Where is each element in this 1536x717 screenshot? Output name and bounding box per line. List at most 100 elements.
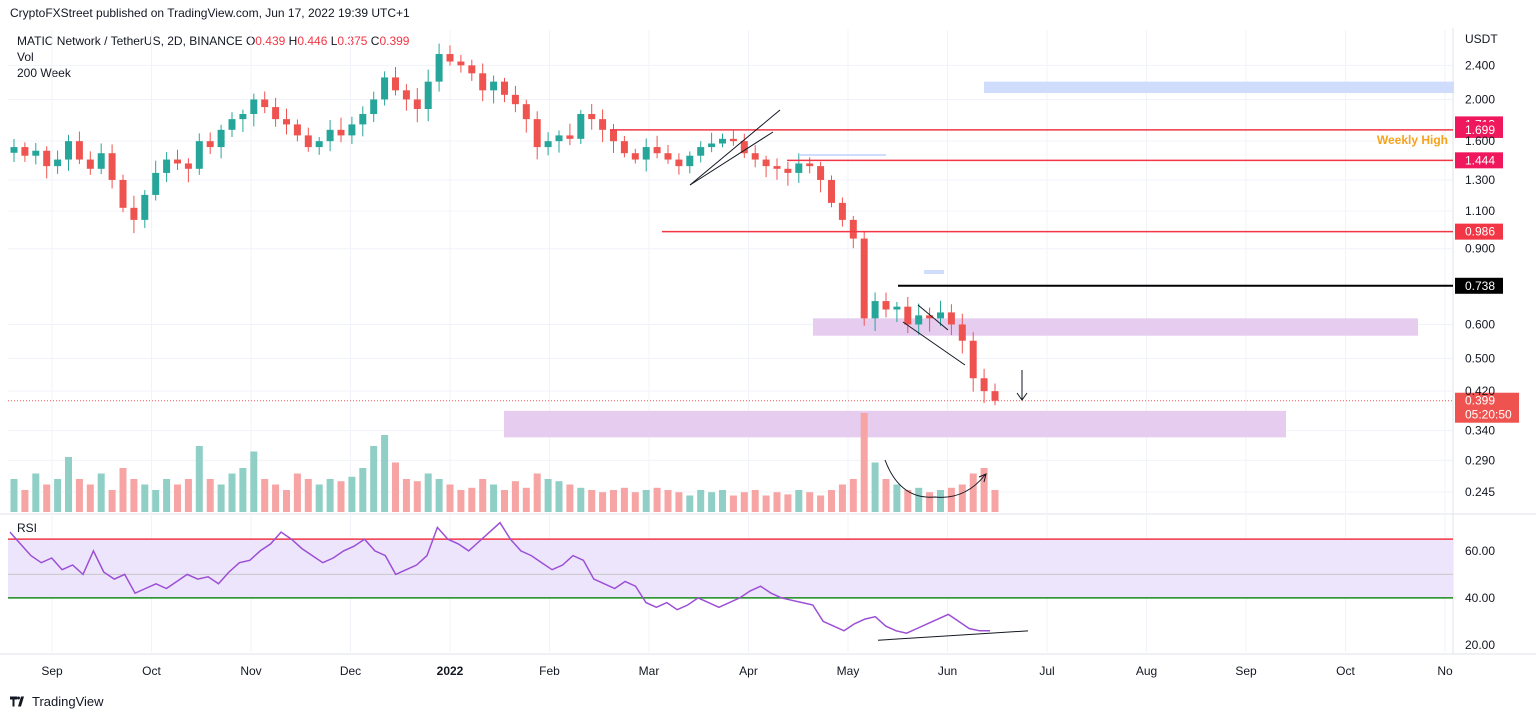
price-tick-label: 1.300 bbox=[1465, 173, 1495, 187]
candle-body bbox=[370, 99, 378, 115]
volume-bar bbox=[75, 479, 83, 512]
rsi-title[interactable]: RSI bbox=[17, 521, 38, 535]
price-tick-label: 0.290 bbox=[1465, 453, 1495, 467]
volume-bar bbox=[206, 479, 214, 512]
volume-bar bbox=[413, 481, 421, 512]
candle-body bbox=[795, 163, 803, 173]
candle-body bbox=[141, 194, 149, 220]
candle-body bbox=[348, 124, 356, 136]
candle-body bbox=[969, 340, 977, 379]
time-tick-label: May bbox=[837, 664, 860, 678]
candle-body bbox=[664, 153, 672, 160]
candle-body bbox=[501, 81, 508, 95]
volume-bar bbox=[468, 487, 476, 512]
candle-body bbox=[653, 147, 661, 154]
rsi-pane: 60.00 40.00 20.00 bbox=[8, 521, 1495, 652]
candle-body bbox=[392, 77, 399, 91]
volume-bar bbox=[838, 484, 846, 512]
volume-bar bbox=[283, 490, 290, 512]
candle-body bbox=[424, 81, 432, 110]
price-zones bbox=[504, 81, 1454, 438]
legend-symbol[interactable]: MATIC Network / TetherUS, 2D, BINANCE bbox=[17, 34, 243, 48]
candle-body bbox=[817, 166, 825, 180]
volume-bar bbox=[751, 490, 759, 512]
candle-body bbox=[315, 141, 323, 148]
volume-bar bbox=[228, 473, 236, 512]
price-tick-label: 0.600 bbox=[1465, 317, 1495, 331]
time-tick-label: Apr bbox=[739, 664, 758, 678]
volume-bar bbox=[119, 468, 127, 512]
rsi-band bbox=[8, 539, 1453, 598]
volume-bar bbox=[10, 479, 18, 512]
price-level-label: 0.986 bbox=[1465, 225, 1495, 239]
volume-bar bbox=[980, 468, 988, 512]
candle-body bbox=[719, 138, 726, 144]
time-tick-label: 2022 bbox=[437, 664, 464, 678]
price-axis-unit: USDT bbox=[1465, 32, 1498, 46]
volume-bar bbox=[773, 492, 781, 512]
candle-body bbox=[522, 104, 530, 120]
candle-body bbox=[937, 312, 944, 319]
volume-bar bbox=[21, 490, 29, 512]
volume-bar bbox=[926, 492, 934, 512]
time-tick-label: Sep bbox=[1235, 664, 1257, 678]
price-level-label: 0.738 bbox=[1465, 279, 1495, 293]
volume-bar bbox=[32, 473, 40, 512]
candle-body bbox=[206, 141, 214, 148]
trend-drawings bbox=[689, 109, 1028, 498]
rising-wedge-lower bbox=[689, 131, 774, 186]
time-tick-label: Aug bbox=[1136, 664, 1157, 678]
volume-bar bbox=[152, 490, 160, 512]
candle-body bbox=[871, 301, 879, 319]
volume-bar bbox=[947, 487, 955, 512]
volume-bar bbox=[729, 495, 737, 512]
legend-volume[interactable]: Vol bbox=[17, 50, 34, 64]
legend-high-label: H bbox=[288, 34, 298, 48]
volume-bar bbox=[326, 479, 334, 512]
candle-body bbox=[413, 99, 421, 110]
candle-body bbox=[784, 168, 792, 173]
volume-bar bbox=[740, 492, 748, 512]
volume-bar bbox=[991, 490, 999, 512]
candle-body bbox=[283, 119, 290, 125]
time-tick-label: Jul bbox=[1039, 664, 1054, 678]
rsi-tick-label: 60.00 bbox=[1465, 544, 1495, 558]
volume-bar bbox=[163, 479, 171, 512]
volume-bar bbox=[272, 484, 280, 512]
price-level-tag bbox=[1455, 121, 1503, 138]
volume-bar bbox=[370, 446, 378, 512]
price-tick-label: 0.420 bbox=[1465, 384, 1495, 398]
volume-bar bbox=[904, 490, 912, 512]
volume-bar bbox=[511, 481, 519, 512]
volume-bar bbox=[522, 487, 530, 512]
candle-body bbox=[838, 202, 846, 220]
candle-body bbox=[773, 166, 781, 169]
candle-body bbox=[686, 155, 694, 167]
volume-bar bbox=[43, 484, 51, 512]
candle-body bbox=[435, 54, 443, 82]
last-price-label: 0.399 bbox=[1465, 394, 1495, 408]
candle-body bbox=[904, 306, 912, 325]
volume-bar bbox=[719, 490, 726, 512]
candle-body bbox=[468, 65, 476, 74]
volume-bar bbox=[784, 494, 792, 512]
legend-open: 0.439 bbox=[255, 34, 286, 48]
price-tick-label: 2.400 bbox=[1465, 58, 1495, 72]
volume-bar bbox=[217, 484, 225, 512]
volume-curve-arrow-icon bbox=[884, 459, 987, 498]
candle-body bbox=[708, 143, 716, 148]
volume-bar bbox=[915, 487, 923, 512]
price-level-label: 1.699 bbox=[1465, 123, 1495, 137]
volume-bar bbox=[54, 479, 62, 512]
candle-body bbox=[588, 114, 596, 120]
candle-body bbox=[980, 378, 988, 392]
volume-bar bbox=[435, 479, 443, 512]
candle-body bbox=[195, 141, 203, 169]
legend-ohlc-row: MATIC Network / TetherUS, 2D, BINANCE O0… bbox=[17, 33, 409, 49]
candle-body bbox=[326, 129, 334, 142]
legend-ma[interactable]: 200 Week bbox=[17, 66, 71, 80]
candle-body bbox=[359, 114, 367, 125]
tradingview-footer[interactable]: TradingView bbox=[10, 694, 104, 709]
price-tick-label: 0.900 bbox=[1465, 242, 1495, 256]
